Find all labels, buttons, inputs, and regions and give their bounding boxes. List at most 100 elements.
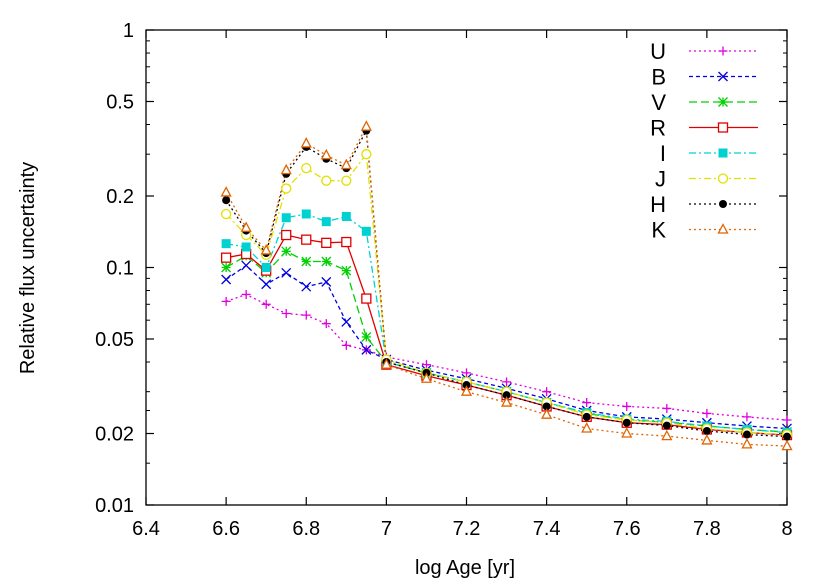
data-point: [281, 309, 291, 319]
data-point: [301, 163, 312, 174]
data-point: [360, 120, 372, 131]
data-point: [421, 360, 431, 370]
data-point: [222, 196, 231, 205]
plot-frame: [145, 29, 788, 506]
data-point: [221, 296, 231, 306]
data-point: [718, 97, 728, 107]
x-tick-label: 7.4: [533, 518, 561, 540]
data-point: [241, 242, 251, 252]
data-point: [361, 293, 372, 304]
data-point: [542, 402, 551, 411]
data-point: [361, 226, 371, 236]
data-point: [582, 398, 592, 408]
legend-label-R: R: [650, 116, 666, 141]
x-axis-title: log Age [yr]: [415, 557, 515, 579]
data-point: [261, 279, 272, 290]
data-point: [341, 265, 352, 276]
data-point: [261, 299, 271, 309]
data-point: [320, 148, 332, 160]
data-point: [741, 437, 753, 449]
data-point: [341, 211, 351, 221]
data-point: [622, 418, 631, 427]
legend-label-U: U: [650, 39, 666, 64]
data-point: [702, 408, 712, 418]
data-point: [662, 421, 671, 430]
data-point: [220, 186, 232, 197]
data-point: [622, 401, 632, 411]
data-point: [281, 267, 292, 278]
data-point: [301, 234, 312, 245]
x-tick-label: 7.6: [613, 518, 641, 540]
data-point: [782, 415, 792, 425]
data-point: [321, 217, 331, 227]
data-point: [321, 319, 331, 329]
data-point: [300, 137, 312, 148]
plot-border: [145, 29, 788, 506]
data-point: [361, 344, 372, 355]
data-point: [718, 71, 728, 82]
data-point: [301, 310, 311, 320]
data-point: [542, 387, 552, 397]
data-point: [380, 358, 392, 369]
legend-label-J: J: [655, 167, 666, 192]
legend-label-B: B: [651, 65, 666, 90]
y-tick-label: 1: [123, 20, 134, 42]
data-point: [281, 183, 292, 194]
axis-ticks: [145, 29, 788, 506]
data-point: [582, 412, 591, 421]
data-point: [301, 281, 312, 292]
data-point: [241, 289, 251, 299]
data-point: [221, 262, 232, 273]
data-point: [718, 46, 728, 56]
data-point: [281, 229, 292, 241]
x-tick-label: 6.4: [132, 518, 160, 540]
data-point: [742, 430, 751, 439]
legend-label-H: H: [650, 192, 666, 217]
data-point: [781, 439, 793, 451]
legend-label-V: V: [651, 90, 666, 115]
data-point: [321, 237, 332, 248]
legend-label-K: K: [651, 218, 666, 243]
legend-label-I: I: [660, 141, 666, 166]
data-point: [662, 403, 672, 413]
data-point: [321, 256, 332, 267]
data-point: [701, 434, 713, 445]
x-tick-label: 7.2: [453, 518, 481, 540]
data-point: [341, 316, 352, 327]
data-point: [717, 122, 729, 133]
data-point: [719, 200, 727, 208]
data-point: [261, 263, 271, 272]
data-point: [661, 429, 673, 441]
data-point: [240, 221, 252, 232]
data-point: [301, 209, 311, 219]
tick-labels: 6.4 6.6 6.8 7 7.2 7.4 7.6 7.8 8 0.01 0.02 0.05 0.1 0.…: [95, 20, 793, 540]
data-point: [541, 408, 553, 419]
data-point: [221, 274, 232, 285]
data-point: [321, 175, 332, 186]
series-markers: [220, 120, 793, 451]
data-point: [280, 163, 292, 175]
data-point: [341, 340, 351, 350]
data-point: [281, 246, 292, 257]
data-point: [341, 175, 352, 186]
data-point: [221, 239, 231, 249]
data-point: [241, 260, 252, 271]
data-point: [361, 149, 372, 160]
y-tick-label: 0.05: [95, 329, 134, 351]
data-point: [361, 331, 372, 342]
data-point: [462, 381, 471, 390]
data-point: [717, 173, 729, 184]
data-point: [260, 244, 272, 255]
x-tick-label: 6.6: [212, 518, 240, 540]
data-point: [717, 223, 729, 234]
data-point: [500, 396, 513, 407]
data-point: [462, 368, 471, 378]
data-point: [742, 412, 752, 422]
data-point: [341, 236, 352, 248]
x-tick-label: 7.8: [693, 518, 721, 540]
data-point: [581, 422, 593, 433]
y-tick-label: 0.02: [95, 424, 134, 446]
data-point: [220, 208, 232, 220]
